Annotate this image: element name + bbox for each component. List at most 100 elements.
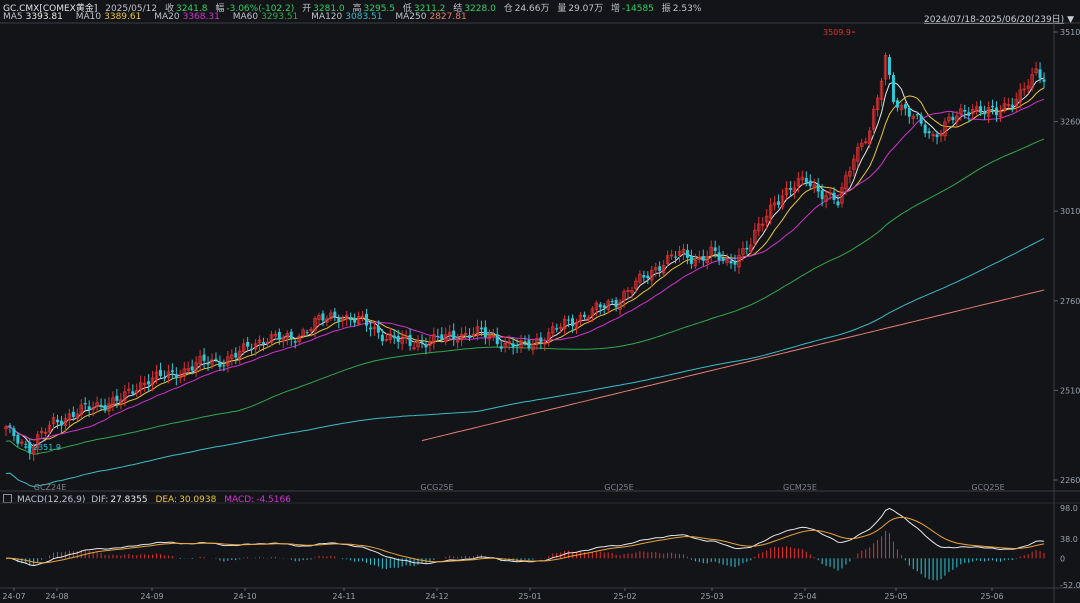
ma20-legend: MA20 3368.31 [154,12,220,22]
candle-body [35,434,40,449]
candle-body [440,334,444,340]
candle-body [543,342,547,345]
candle-body [178,376,183,379]
candle-body [701,256,705,261]
candle-body [131,391,135,394]
candle-body [1010,104,1014,108]
candle-body [154,371,159,380]
candle-body [119,399,123,403]
candle-body [194,362,198,372]
ma250-value: 2827.81 [429,12,467,22]
high-label: 高 [352,4,362,14]
dif-label: DIF: [91,495,109,505]
high-value: 3295.5 [363,4,396,14]
candle-body [246,341,250,347]
date-range-selector[interactable]: 2024/07/18-2025/06/20(239日) ▼ [924,12,1074,25]
candle-body [463,332,468,335]
candle-body [947,116,951,121]
candle-body [844,175,848,190]
candle-body [39,430,44,434]
candle-body [123,391,127,401]
candle-body [820,190,824,200]
vol-label: 量 [557,4,567,14]
dea-value: 30.0938 [179,495,217,505]
candle-body [198,356,202,364]
candle-body [24,443,28,445]
candle-body [170,370,174,373]
candle-body [479,327,483,330]
candle-body [1026,85,1030,89]
candle-body [614,299,618,308]
candle-body [424,344,428,348]
candle-body [729,260,733,264]
date-tick-label: 25-02 [613,592,636,601]
contract-label: GCG25E [420,483,453,492]
candle-body [1030,74,1034,89]
candle-body [800,176,805,181]
candle-body [737,255,741,268]
candle-body [768,204,773,219]
candle-body [1038,69,1042,79]
candle-body [79,404,83,416]
candle-body [281,337,286,342]
oichg-label: 增 [611,4,621,14]
candle-body [115,395,119,401]
candle-body [111,397,115,406]
candle-body [138,382,143,391]
candle-body [551,326,555,334]
candle-body [273,333,278,337]
close-value: 3241.8 [175,4,208,14]
candle-body [689,255,693,264]
dropdown-triangle-icon[interactable]: ▼ [1067,15,1074,25]
open-value: 3281.0 [313,4,345,14]
amp-label: 振 [661,4,671,14]
candle-body [674,256,678,258]
candle-body [99,404,103,407]
candle-body [1042,79,1046,82]
candle-body [998,111,1003,118]
candle-body [135,390,139,394]
candle-body [840,187,844,204]
candle-body [432,334,436,344]
candle-body [388,333,392,340]
candle-body [305,331,309,333]
candle-body [182,368,186,377]
candle-body [539,337,543,342]
candle-body [725,260,729,263]
candle-body [761,223,765,226]
candle-body [626,290,630,292]
date-tick-label: 24-10 [233,592,256,601]
candle-body [309,329,313,331]
candle-body [71,411,75,418]
ma60-legend: MA60 3293.51 [232,12,299,22]
price-tick-label: 2510 [1060,386,1080,395]
ma10-line [5,87,1045,441]
candle-body [360,315,365,318]
candle-body [618,301,622,310]
candle-body [392,335,396,339]
candle-body [571,318,575,327]
candle-body [174,374,178,379]
candle-body [630,289,634,293]
candle-body [459,334,464,341]
candle-body [582,314,586,318]
candle-body [574,322,579,329]
candle-body [856,146,860,162]
candle-body [888,57,892,75]
candle-body [384,338,389,341]
candle-body [567,319,571,321]
candle-body [598,304,602,308]
change-label: 幅 [215,4,225,14]
candle-body [250,348,254,350]
macd-tick-label: -52.0 [1060,581,1080,590]
candle-body [891,74,895,102]
candle-body [289,331,293,340]
candle-body [301,329,305,336]
candle-body [28,442,32,454]
ma250-line [421,289,1045,442]
candle-body [808,180,812,187]
macd-tick-label: 98.0 [1060,504,1078,513]
candle-body [677,251,682,256]
contract-label: GCQ25E [971,483,1004,492]
